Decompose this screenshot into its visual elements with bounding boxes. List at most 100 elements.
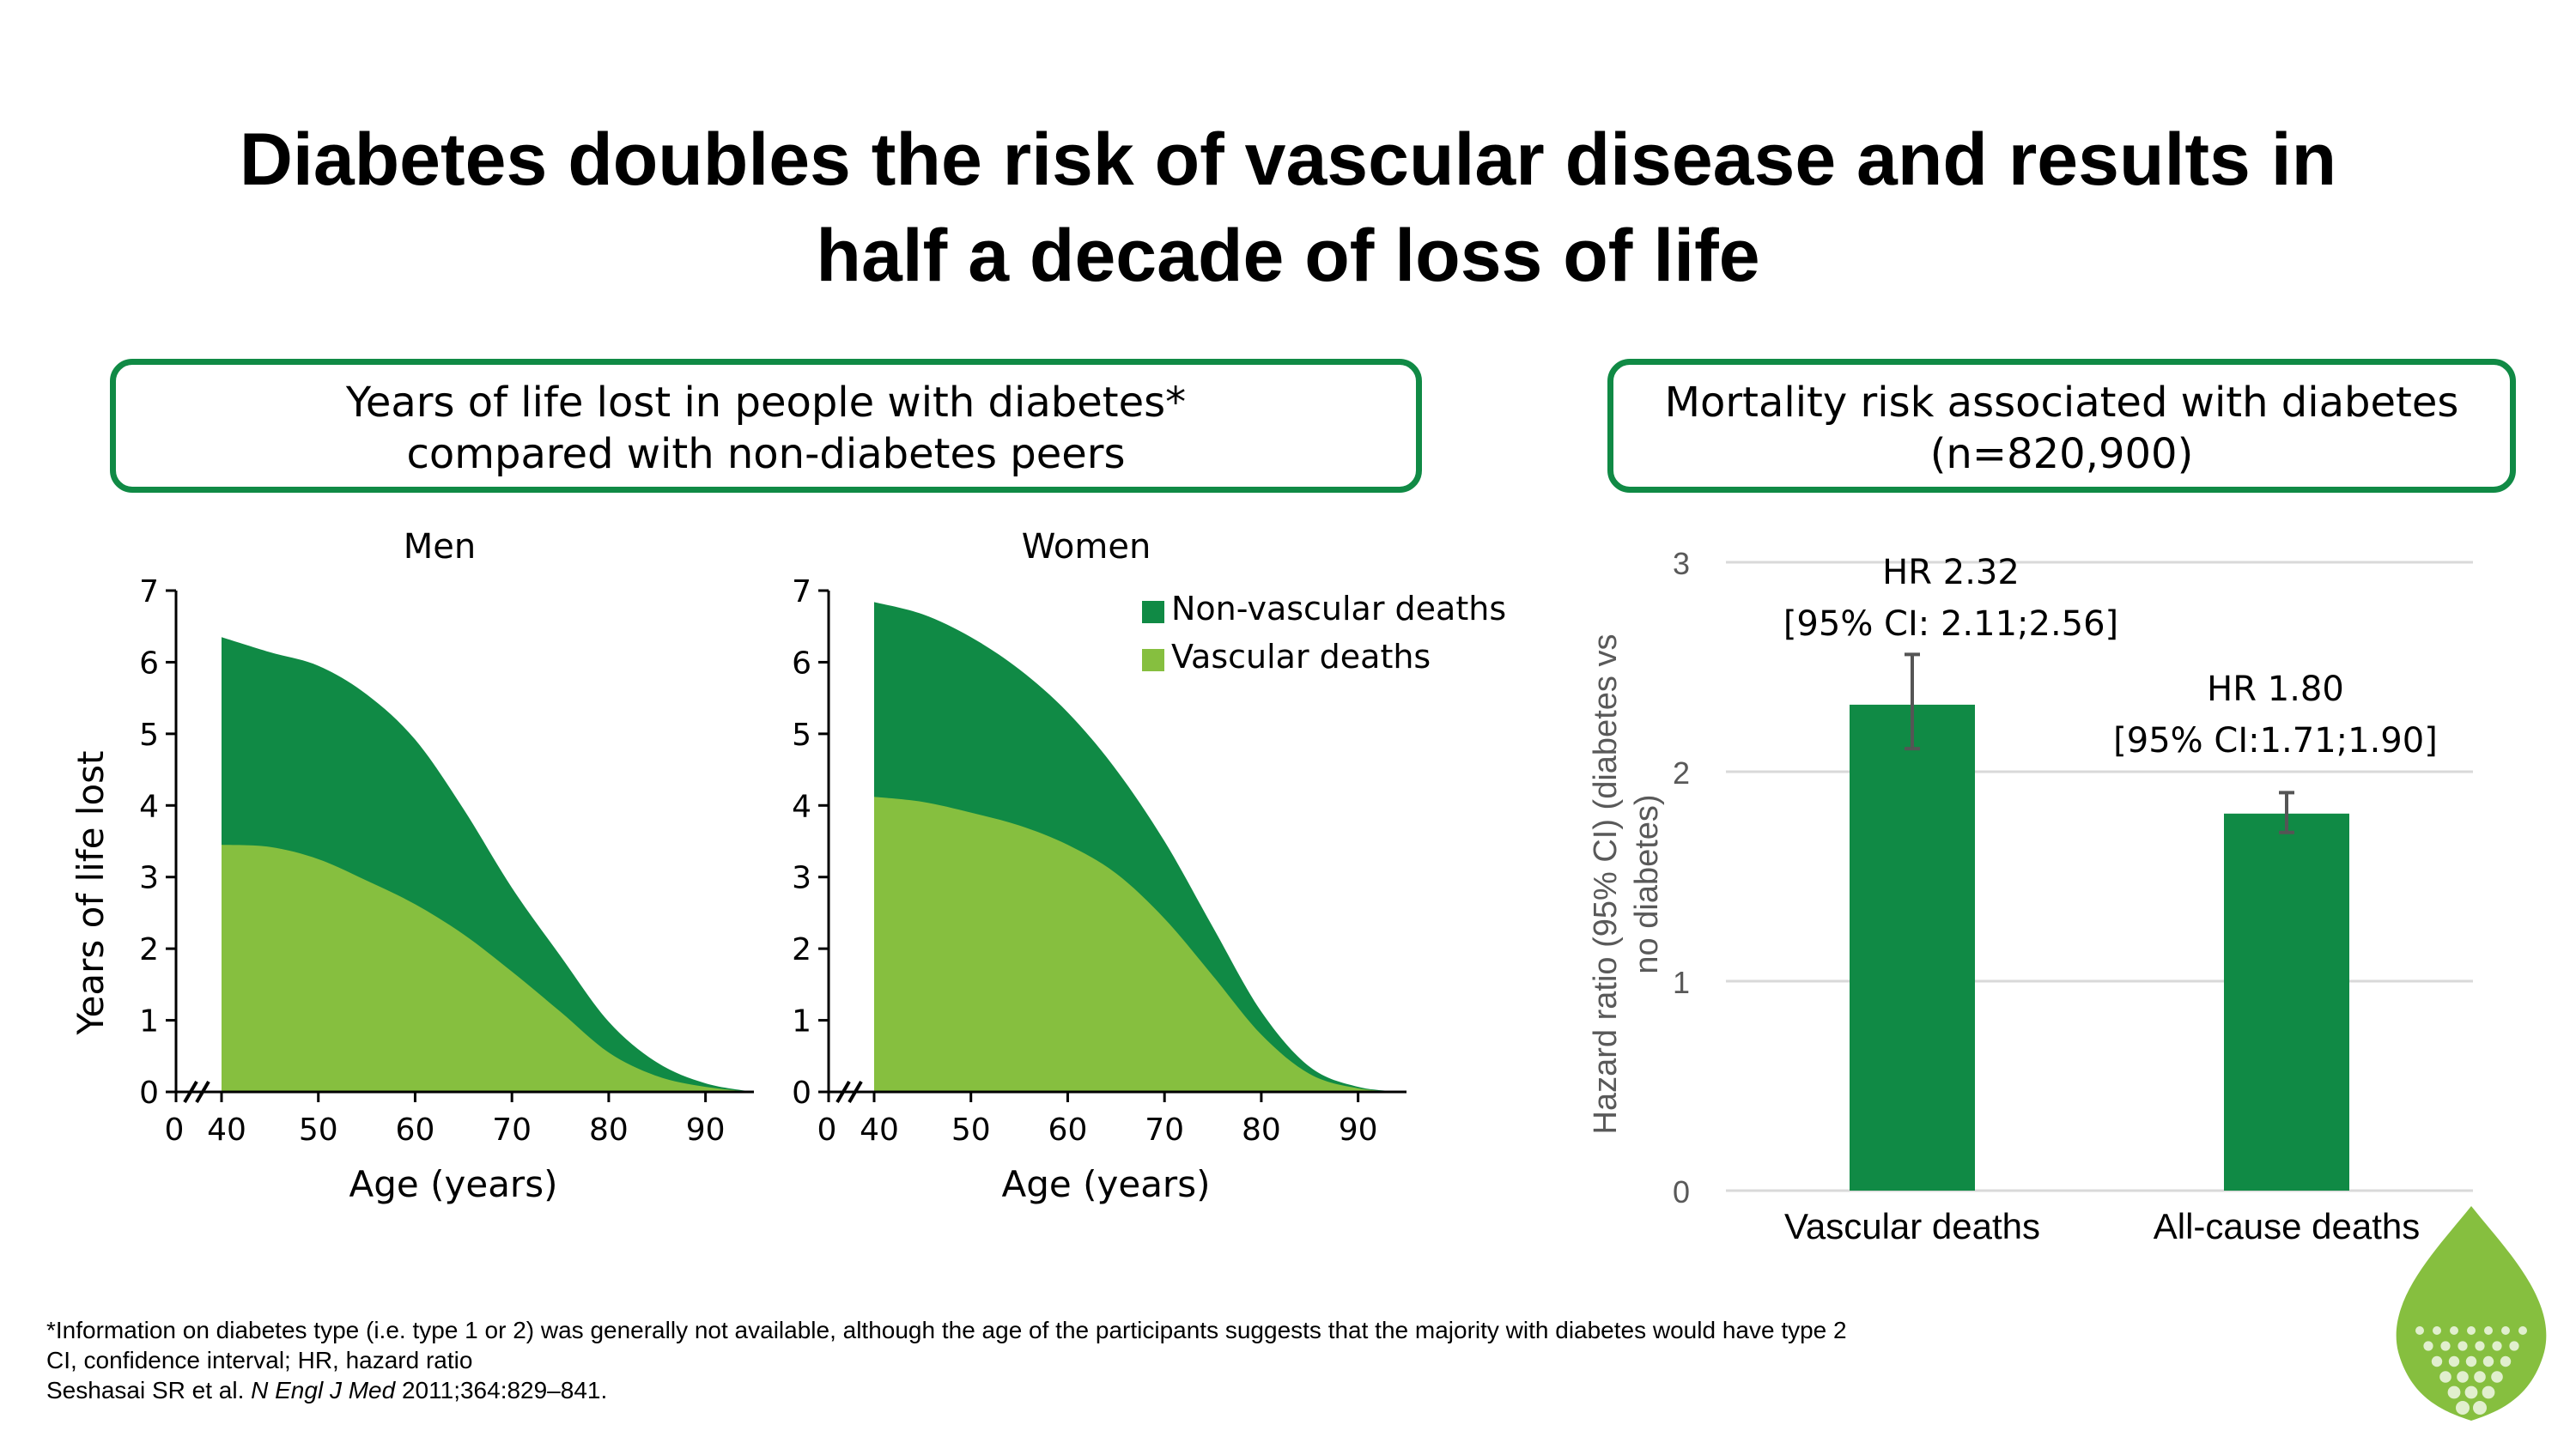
leaf-logo-dot (2518, 1326, 2527, 1335)
leaf-logo-dot (2475, 1341, 2485, 1351)
slide-title-line1: Diabetes doubles the risk of vascular di… (239, 118, 2337, 201)
leaf-logo-icon (2396, 1206, 2547, 1421)
leaf-logo-dot (2458, 1341, 2468, 1351)
y-tick-label: 0 (792, 1076, 811, 1111)
y-tick-label: 4 (139, 789, 159, 824)
leaf-logo-dot (2482, 1355, 2494, 1367)
y-tick-label: 0 (139, 1076, 159, 1111)
years-lost-header-box: Years of life lost in people with diabet… (110, 359, 1422, 493)
y-tick-label: 2 (1673, 755, 1690, 791)
x-tick-label: 70 (1145, 1113, 1184, 1148)
x-axis-title: Age (years) (349, 1163, 558, 1205)
slide-title-line2: half a decade of loss of life (816, 215, 1760, 297)
legend-label-vascular: Vascular deaths (1171, 638, 1431, 676)
y-axis-title: Years of life lost (70, 750, 112, 1035)
reference-journal: N Engl J Med (251, 1377, 396, 1404)
legend-swatch-vascular (1142, 649, 1164, 671)
years-lost-header-line2: compared with non-diabetes peers (406, 430, 1126, 478)
data-label-ci: [95% CI:1.71;1.90] (2113, 721, 2438, 761)
leaf-logo-dot (2482, 1385, 2495, 1399)
y-tick-label: 1 (1673, 965, 1690, 1000)
reference-authors: Seshasai SR et al. (46, 1377, 252, 1404)
leaf-logo-dot (2440, 1341, 2451, 1351)
years-lost-header-line1: Years of life lost in people with diabet… (345, 379, 1187, 427)
leaf-logo-dot (2415, 1326, 2424, 1335)
x-tick-label: 40 (207, 1113, 246, 1148)
reference-details: 2011;364:829–841. (395, 1377, 608, 1404)
leaf-logo-dot (2457, 1371, 2469, 1383)
leaf-logo-dot (2423, 1341, 2433, 1351)
legend-swatch-non-vascular (1142, 601, 1164, 623)
y-tick-label: 1 (139, 1004, 159, 1040)
y-tick-label: 2 (792, 932, 811, 967)
leaf-logo-dot (2473, 1401, 2487, 1415)
footnote-reference: Seshasai SR et al. N Engl J Med 2011;364… (46, 1375, 1847, 1405)
footnote-diabetes-type: *Information on diabetes type (i.e. type… (46, 1317, 1847, 1343)
axis-break-mark (195, 1080, 210, 1104)
axis-break-mark (848, 1080, 863, 1104)
data-label-hr: HR 2.32 (1882, 553, 2020, 592)
legend-label-non-vascular: Non-vascular deaths (1171, 590, 1506, 627)
leaf-logo-dot (2464, 1385, 2478, 1399)
x-tick-label: 80 (1242, 1113, 1281, 1148)
y-tick-label: 0 (1673, 1174, 1690, 1210)
x-tick-label: 40 (860, 1113, 899, 1148)
x-axis-title: Age (years) (1002, 1163, 1211, 1205)
leaf-logo-dot (2431, 1355, 2443, 1367)
y-tick-label: 2 (139, 932, 159, 967)
footnote-abbreviations: CI, confidence interval; HR, hazard rati… (46, 1347, 473, 1373)
data-label-ci: [95% CI: 2.11;2.56] (1783, 604, 2118, 644)
y-tick-label: 5 (792, 718, 811, 753)
leaf-logo-dot (2501, 1326, 2510, 1335)
x-tick-label: 90 (686, 1113, 726, 1148)
category-label: All-cause deaths (2154, 1206, 2421, 1246)
y-tick-label: 7 (792, 574, 811, 609)
x-tick-label: 50 (299, 1113, 338, 1148)
mortality-risk-header-line2: (n=820,900) (1929, 430, 2194, 478)
leaf-logo-dot (2447, 1385, 2461, 1399)
x-tick-label: 80 (589, 1113, 629, 1148)
x-tick-label: 70 (492, 1113, 532, 1148)
chart-title: Men (404, 527, 476, 567)
bar (1850, 704, 1975, 1191)
y-tick-label: 3 (1673, 546, 1690, 581)
x-tick-label: 0 (165, 1113, 185, 1148)
slide-title: Diabetes doubles the risk of vascular di… (0, 112, 2576, 304)
axis-break-mark (835, 1080, 851, 1104)
leaf-logo-dot (2474, 1371, 2486, 1383)
x-tick-label: 60 (1048, 1113, 1088, 1148)
leaf-logo-dot (2465, 1355, 2477, 1367)
y-tick-label: 3 (139, 861, 159, 896)
leaf-logo-dot (2491, 1371, 2503, 1383)
x-tick-label: 50 (951, 1113, 991, 1148)
footer-notes: *Information on diabetes type (i.e. type… (46, 1315, 1847, 1405)
x-tick-label: 0 (817, 1113, 837, 1148)
leaf-logo-dot (2492, 1341, 2502, 1351)
y-tick-label: 1 (792, 1004, 811, 1040)
y-tick-label: 6 (139, 646, 159, 681)
leaf-logo-dot (2500, 1355, 2512, 1367)
leaf-logo-dot (2456, 1401, 2470, 1415)
leaf-logo-dot (2509, 1341, 2519, 1351)
axis-break-mark (183, 1080, 198, 1104)
y-tick-label: 4 (792, 789, 811, 824)
leaf-logo-dot (2439, 1371, 2451, 1383)
data-label-hr: HR 1.80 (2207, 670, 2344, 709)
leaf-logo-dot (2467, 1326, 2476, 1335)
y-tick-label: 6 (792, 646, 811, 681)
leaf-logo-dot (2450, 1326, 2458, 1335)
leaf-logo-dot (2484, 1326, 2493, 1335)
vascular-deaths-area (222, 845, 754, 1092)
leaf-logo-dot (2448, 1355, 2460, 1367)
chart-title: Women (1022, 527, 1151, 567)
bar (2224, 813, 2349, 1191)
y-tick-label: 7 (139, 574, 159, 609)
leaf-logo-dot (2433, 1326, 2441, 1335)
category-label: Vascular deaths (1784, 1206, 2040, 1246)
mortality-risk-header-line1: Mortality risk associated with diabetes (1664, 379, 2459, 427)
x-tick-label: 90 (1339, 1113, 1378, 1148)
y-tick-label: 3 (792, 861, 811, 896)
y-axis-title-line2: no diabetes) (1629, 794, 1665, 973)
x-tick-label: 60 (396, 1113, 435, 1148)
